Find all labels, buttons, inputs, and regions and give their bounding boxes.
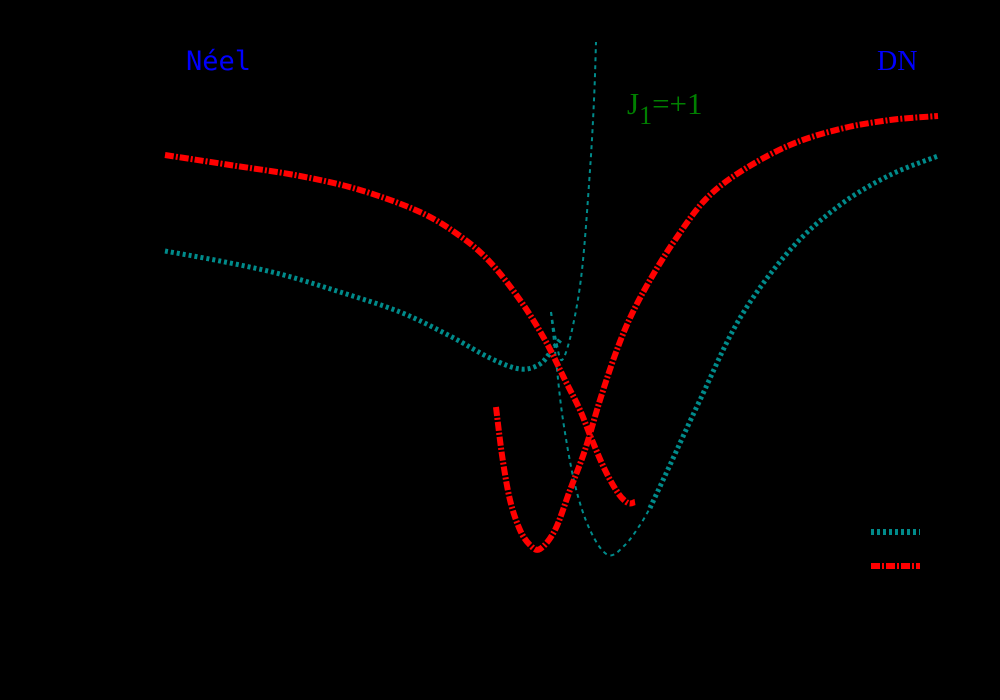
series-line-1 [550, 41, 597, 362]
legend [871, 529, 920, 569]
series-layer [164, 41, 939, 557]
series-line-2 [550, 311, 651, 557]
coupling-value: =+1 [652, 86, 703, 121]
dn-phase-label: DN [877, 46, 918, 77]
series-line-0 [164, 248, 562, 372]
neel-phase-label: Néel [186, 46, 252, 77]
series-line-5 [493, 113, 939, 553]
series-line-4 [164, 152, 636, 507]
series-line-3 [647, 153, 939, 510]
coupling-label: J1=+1 [627, 86, 703, 131]
coupling-subscript: 1 [639, 101, 653, 130]
coupling-symbol: J [627, 86, 640, 121]
